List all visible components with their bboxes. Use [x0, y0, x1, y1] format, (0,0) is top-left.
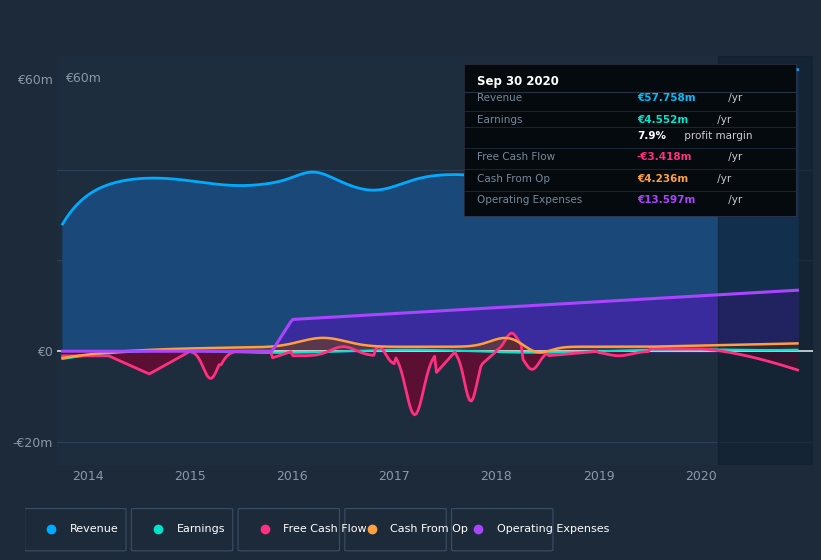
Text: Earnings: Earnings: [477, 115, 523, 124]
Text: Cash From Op: Cash From Op: [390, 524, 468, 534]
Bar: [718, 56, 813, 465]
Text: €4.236m: €4.236m: [637, 174, 688, 184]
Text: Operating Expenses: Operating Expenses: [477, 195, 582, 205]
FancyBboxPatch shape: [131, 508, 233, 551]
Text: /yr: /yr: [725, 94, 742, 104]
Text: /yr: /yr: [713, 174, 731, 184]
Text: Sep 30 2020: Sep 30 2020: [477, 75, 559, 88]
FancyBboxPatch shape: [452, 508, 553, 551]
Text: €13.597m: €13.597m: [637, 195, 695, 205]
FancyBboxPatch shape: [25, 508, 126, 551]
Text: €60m: €60m: [65, 72, 101, 85]
FancyBboxPatch shape: [345, 508, 447, 551]
Text: 7.9%: 7.9%: [637, 131, 666, 141]
Text: /yr: /yr: [725, 152, 742, 162]
Text: Cash From Op: Cash From Op: [477, 174, 550, 184]
Text: /yr: /yr: [725, 195, 742, 205]
Text: €57.758m: €57.758m: [637, 94, 695, 104]
Text: profit margin: profit margin: [681, 131, 752, 141]
Text: €4.552m: €4.552m: [637, 115, 688, 124]
Text: Earnings: Earnings: [177, 524, 225, 534]
FancyBboxPatch shape: [238, 508, 340, 551]
Text: Free Cash Flow: Free Cash Flow: [283, 524, 367, 534]
Text: Revenue: Revenue: [477, 94, 522, 104]
Text: Free Cash Flow: Free Cash Flow: [477, 152, 555, 162]
Text: -€3.418m: -€3.418m: [637, 152, 692, 162]
Text: Operating Expenses: Operating Expenses: [497, 524, 609, 534]
Text: /yr: /yr: [713, 115, 731, 124]
Text: Revenue: Revenue: [70, 524, 119, 534]
